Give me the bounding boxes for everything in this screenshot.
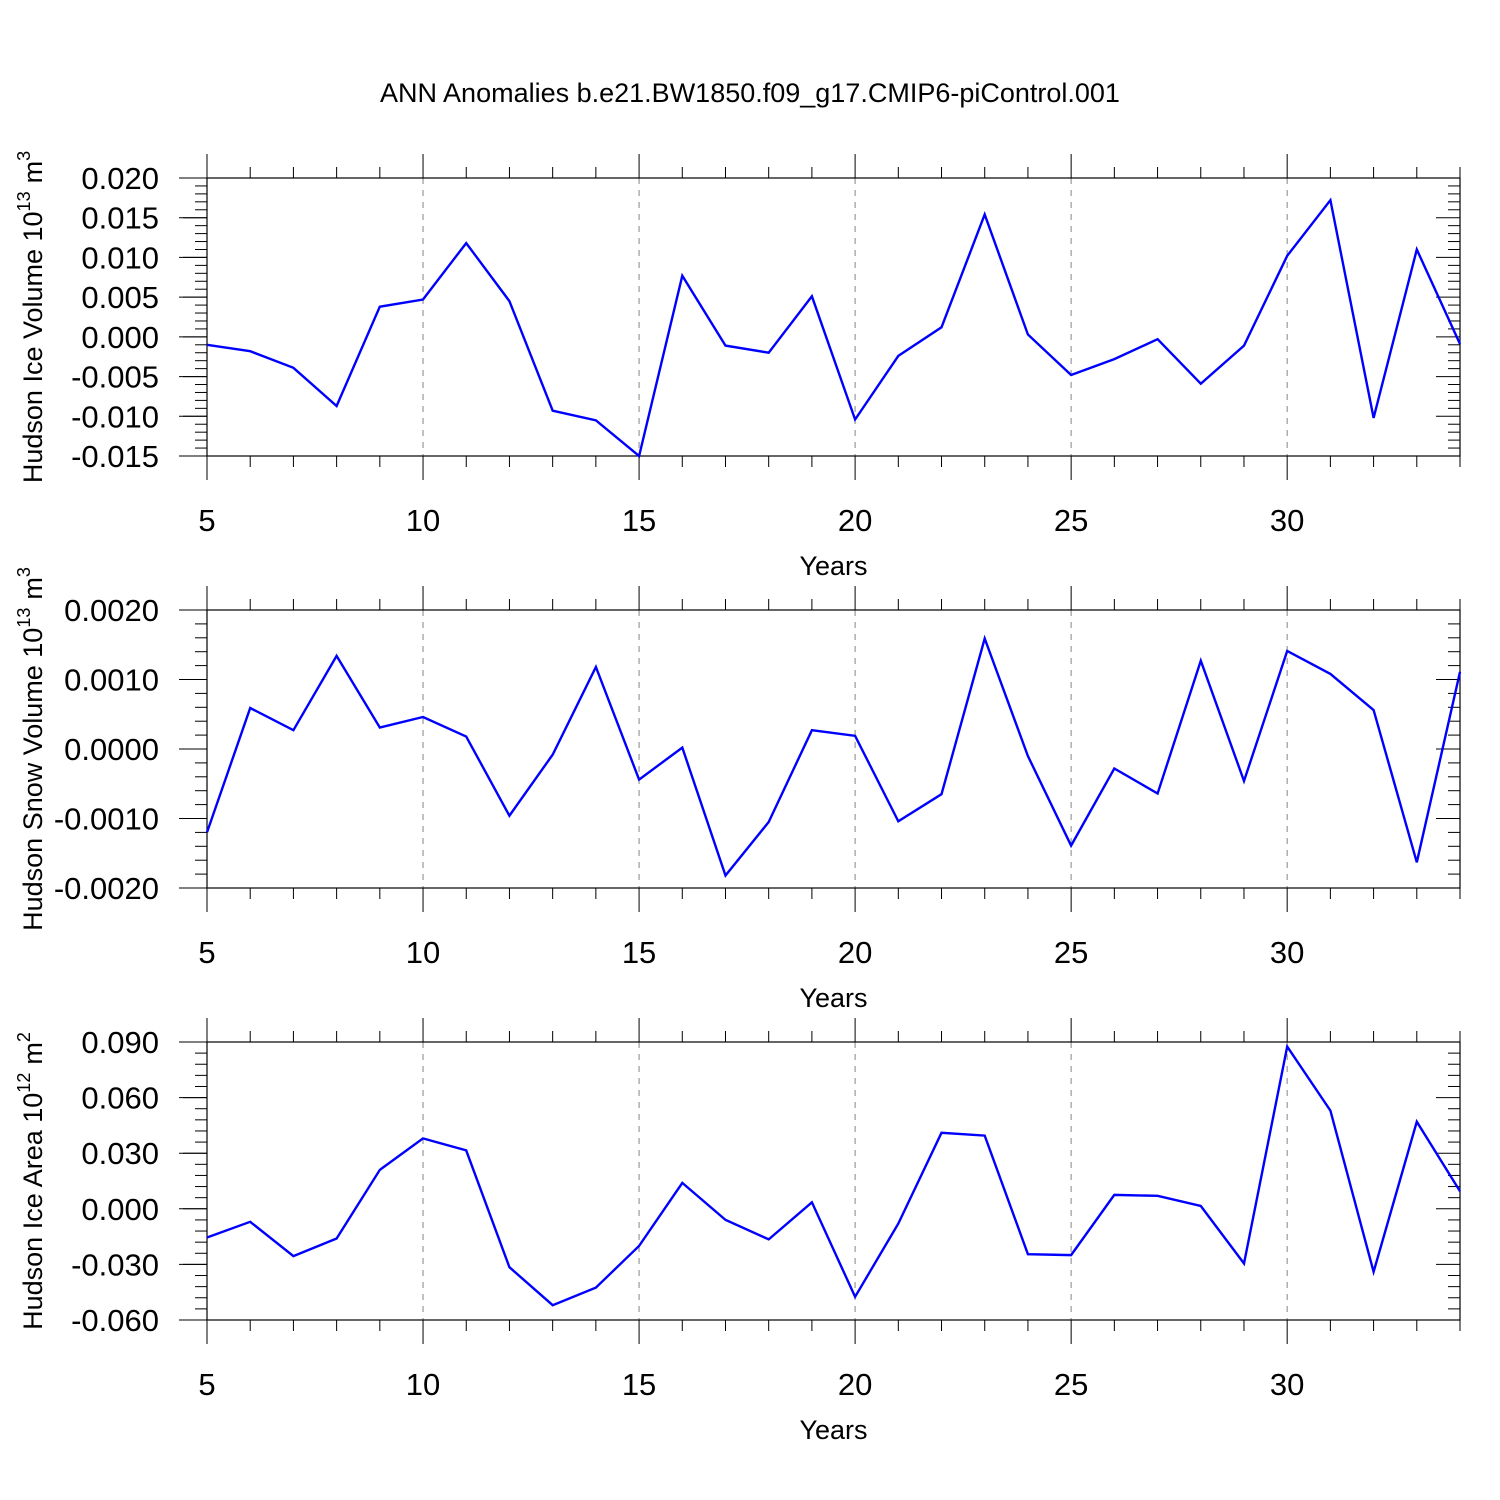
y-tick-label: 0.020 xyxy=(81,161,159,196)
panel-hudson-ice-area: -0.060 -0.030 0.000 0.030 0.060 0.090 5 10 15 20 2… xyxy=(14,1018,1462,1445)
y-tick-label: -0.010 xyxy=(71,399,159,434)
y-axis-label-superscript: 3 xyxy=(14,151,34,161)
plot-frame xyxy=(206,177,1461,457)
panel-hudson-snow-volume: -0.0020 -0.0010 0.0000 0.0010 0.0020 5 10 15 20 2… xyxy=(14,567,1462,1013)
plot-frame xyxy=(206,1041,1461,1321)
y-axis-label-superscript: 13 xyxy=(14,191,34,211)
x-axis-label: Years xyxy=(799,1415,867,1445)
x-tick-label: 15 xyxy=(622,935,656,970)
y-tick-label: 0.000 xyxy=(81,320,159,355)
y-tick-label: -0.030 xyxy=(71,1247,159,1282)
x-tick-label: 15 xyxy=(622,503,656,538)
y-axis-label-part: Hudson Ice Area 10 xyxy=(18,1093,48,1330)
y-axis-label-part: Hudson Ice Volume 10 xyxy=(18,211,48,483)
y-tick-label: 0.030 xyxy=(81,1136,159,1171)
series-line xyxy=(206,197,1462,459)
x-tick-label: 20 xyxy=(838,935,872,970)
y-axis-label-superscript: 3 xyxy=(14,567,34,577)
x-tick-label: 15 xyxy=(622,1367,656,1402)
x-tick-label: 20 xyxy=(838,1367,872,1402)
x-tick-label: 30 xyxy=(1270,1367,1304,1402)
y-axis-label-superscript: 2 xyxy=(14,1032,34,1042)
y-tick-label: -0.060 xyxy=(71,1303,159,1338)
x-tick-label: 30 xyxy=(1270,503,1304,538)
x-tick-label: 5 xyxy=(198,1367,215,1402)
y-axis-label: Hudson Ice Area 1012 m2 xyxy=(14,1032,48,1330)
y-tick-label: 0.005 xyxy=(81,280,159,315)
y-tick-label: 0.015 xyxy=(81,201,159,236)
y-tick-label: 0.010 xyxy=(81,240,159,275)
y-axis-label: Hudson Ice Volume 1013 m3 xyxy=(14,151,48,483)
y-tick-label: -0.015 xyxy=(71,439,159,474)
y-tick-label: 0.000 xyxy=(81,1192,159,1227)
y-axis-label-superscript: 13 xyxy=(14,608,34,628)
x-tick-label: 5 xyxy=(198,935,215,970)
x-tick-label: 10 xyxy=(406,503,440,538)
y-tick-label: 0.060 xyxy=(81,1081,159,1116)
panel-hudson-ice-volume: -0.015 -0.010 -0.005 0.000 0.005 0.010 0.015 0.… xyxy=(14,151,1462,581)
y-tick-label: -0.0020 xyxy=(54,871,159,906)
y-axis-label-part: m xyxy=(18,1042,48,1065)
x-axis-label: Years xyxy=(799,983,867,1013)
y-axis-label-part: m xyxy=(18,161,48,184)
y-axis-label-part: m xyxy=(18,577,48,600)
series-line xyxy=(206,1043,1462,1307)
y-axis-label-superscript: 12 xyxy=(14,1073,34,1093)
y-tick-label: 0.090 xyxy=(81,1025,159,1060)
x-tick-label: 25 xyxy=(1054,1367,1088,1402)
x-tick-label: 10 xyxy=(406,935,440,970)
y-tick-label: -0.0010 xyxy=(54,802,159,837)
x-tick-label: 30 xyxy=(1270,935,1304,970)
plot-frame xyxy=(206,609,1461,889)
x-tick-label: 25 xyxy=(1054,935,1088,970)
y-axis-label-part: Hudson Snow Volume 10 xyxy=(18,628,48,931)
y-tick-label: 0.0020 xyxy=(64,593,159,628)
x-tick-label: 25 xyxy=(1054,503,1088,538)
y-tick-label: -0.005 xyxy=(71,360,159,395)
y-axis-label: Hudson Snow Volume 1013 m3 xyxy=(14,567,48,931)
y-tick-label: 0.0000 xyxy=(64,732,159,767)
x-tick-label: 10 xyxy=(406,1367,440,1402)
series-line xyxy=(205,634,1462,878)
x-tick-label: 5 xyxy=(198,503,215,538)
x-axis-label: Years xyxy=(799,551,867,581)
y-tick-label: 0.0010 xyxy=(64,663,159,698)
x-tick-label: 20 xyxy=(838,503,872,538)
page-title: ANN Anomalies b.e21.BW1850.f09_g17.CMIP6… xyxy=(380,78,1120,108)
